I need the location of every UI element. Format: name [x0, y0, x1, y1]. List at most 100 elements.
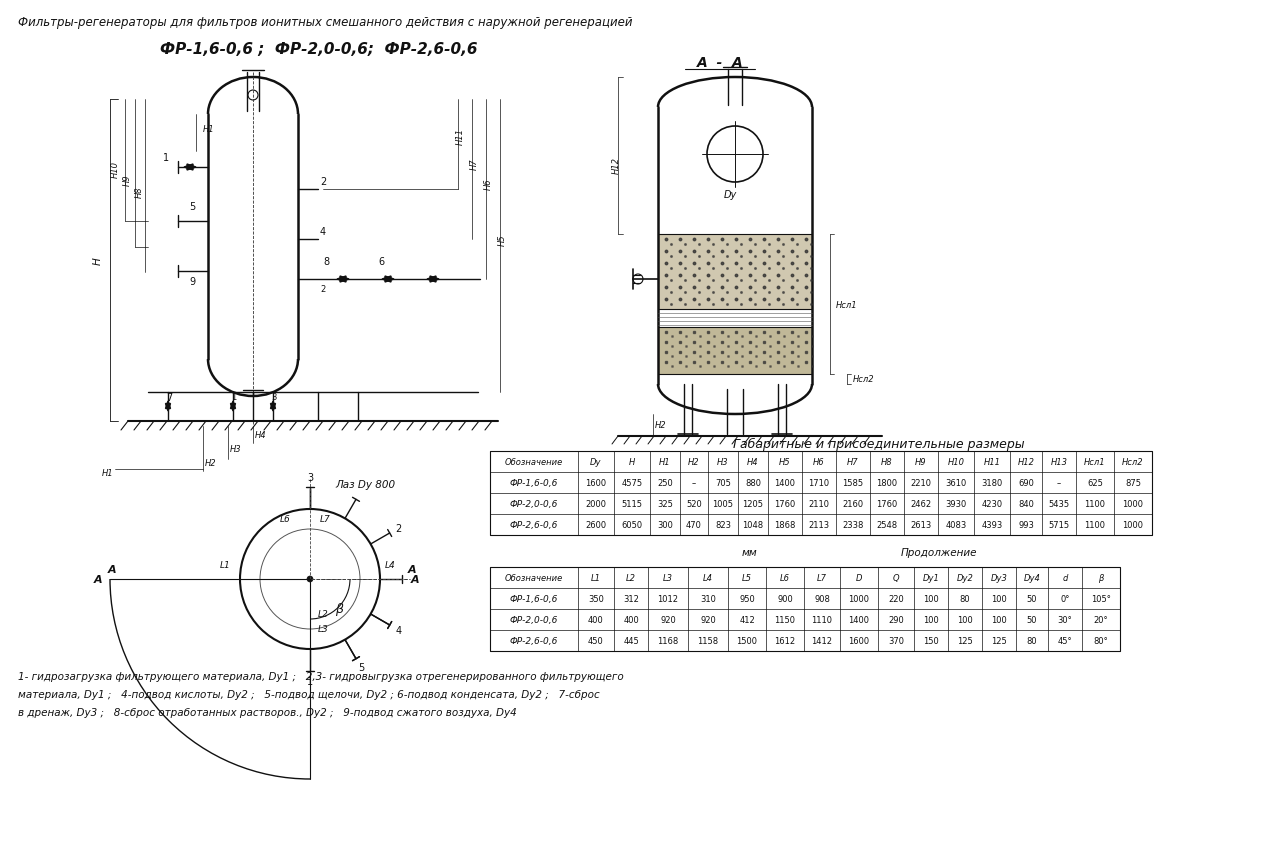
Text: А  -  А: А - А: [697, 56, 743, 70]
Text: 445: 445: [623, 636, 638, 645]
Text: 5715: 5715: [1049, 520, 1070, 530]
Text: 5435: 5435: [1049, 499, 1070, 508]
Polygon shape: [166, 404, 171, 411]
Text: 5: 5: [189, 202, 195, 212]
Text: 80: 80: [1027, 636, 1037, 645]
Text: 1168: 1168: [657, 636, 679, 645]
Text: L6: L6: [280, 515, 290, 524]
Text: H7: H7: [847, 457, 859, 467]
Text: L7: L7: [320, 515, 331, 524]
Text: Dy1: Dy1: [922, 573, 939, 583]
Text: 30°: 30°: [1057, 615, 1073, 624]
Text: 1600: 1600: [848, 636, 870, 645]
Text: 2338: 2338: [842, 520, 864, 530]
Text: H1: H1: [203, 125, 214, 134]
Text: 8: 8: [324, 257, 329, 267]
Text: L1: L1: [220, 560, 231, 569]
Text: 6: 6: [378, 257, 385, 267]
Text: 1005: 1005: [712, 499, 734, 508]
Text: 150: 150: [924, 636, 939, 645]
Text: H4: H4: [747, 457, 759, 467]
Text: 2110: 2110: [809, 499, 829, 508]
Text: L7: L7: [817, 573, 827, 583]
Text: Обозначение: Обозначение: [505, 573, 563, 583]
Text: 875: 875: [1125, 479, 1142, 487]
Text: L4: L4: [703, 573, 713, 583]
Circle shape: [307, 577, 313, 583]
Text: 50: 50: [1027, 595, 1037, 603]
Text: 9: 9: [189, 276, 195, 287]
Text: 125: 125: [957, 636, 973, 645]
Text: 690: 690: [1018, 479, 1034, 487]
Text: 4: 4: [395, 625, 401, 635]
Text: Dy4: Dy4: [1023, 573, 1041, 583]
Text: H13: H13: [1051, 457, 1068, 467]
Text: 1400: 1400: [848, 615, 869, 624]
Polygon shape: [231, 404, 236, 411]
Polygon shape: [183, 165, 192, 171]
Text: 350: 350: [589, 595, 604, 603]
Text: Hсл1: Hсл1: [836, 300, 857, 309]
Text: 470: 470: [687, 520, 702, 530]
Text: ФР-2,6-0,6: ФР-2,6-0,6: [510, 636, 558, 645]
Text: 310: 310: [699, 595, 716, 603]
Polygon shape: [338, 276, 347, 282]
Text: Фильтры-регенераторы для фильтров ионитных смешанного действия с наружной регене: Фильтры-регенераторы для фильтров ионитн…: [18, 16, 632, 29]
Text: материала, Dy1 ;   4-подвод кислоты, Dy2 ;   5-подвод щелочи, Dy2 ; 6-подвод кон: материала, Dy1 ; 4-подвод кислоты, Dy2 ;…: [18, 689, 600, 699]
Text: 1412: 1412: [812, 636, 832, 645]
Text: H9: H9: [122, 174, 131, 185]
Text: Hсл1: Hсл1: [1084, 457, 1106, 467]
Text: 400: 400: [589, 615, 604, 624]
Text: 290: 290: [888, 615, 903, 624]
Text: 100: 100: [957, 615, 973, 624]
Text: 300: 300: [657, 520, 673, 530]
Text: 1: 1: [307, 676, 313, 686]
Text: L3: L3: [662, 573, 673, 583]
Polygon shape: [427, 276, 436, 282]
Polygon shape: [270, 404, 275, 411]
Text: 1100: 1100: [1084, 520, 1106, 530]
Text: Dy3: Dy3: [991, 573, 1008, 583]
Text: 1: 1: [231, 393, 236, 402]
Text: 1158: 1158: [697, 636, 719, 645]
Text: 1048: 1048: [743, 520, 763, 530]
Text: 1868: 1868: [775, 520, 796, 530]
Text: 1800: 1800: [877, 479, 898, 487]
Text: H5: H5: [780, 457, 791, 467]
Text: H6: H6: [813, 457, 824, 467]
Text: Dy: Dy: [590, 457, 601, 467]
Text: A: A: [410, 574, 419, 584]
Text: 1205: 1205: [743, 499, 763, 508]
Text: 80: 80: [959, 595, 971, 603]
Text: H: H: [629, 457, 636, 467]
Text: 4393: 4393: [981, 520, 1003, 530]
Text: 920: 920: [660, 615, 676, 624]
Text: 950: 950: [739, 595, 755, 603]
Text: 412: 412: [739, 615, 755, 624]
Text: 4575: 4575: [622, 479, 642, 487]
Text: 4083: 4083: [945, 520, 967, 530]
Text: 100: 100: [991, 615, 1006, 624]
Text: β: β: [1098, 573, 1103, 583]
Text: 7: 7: [166, 392, 172, 403]
Text: 2: 2: [395, 524, 401, 533]
Text: 4230: 4230: [981, 499, 1003, 508]
Text: H12: H12: [1018, 457, 1034, 467]
Text: 823: 823: [715, 520, 731, 530]
Text: 1- гидрозагрузка фильтрующего материала, Dy1 ;   2,3- гидровыгрузка отрегенериро: 1- гидрозагрузка фильтрующего материала,…: [18, 671, 624, 682]
Text: 400: 400: [623, 615, 638, 624]
Text: L6: L6: [780, 573, 790, 583]
Text: H11: H11: [456, 128, 465, 145]
Text: Dy: Dy: [724, 189, 736, 200]
Text: 2210: 2210: [911, 479, 931, 487]
Text: H10: H10: [948, 457, 964, 467]
Text: Лаз Dy 800: Лаз Dy 800: [335, 479, 395, 490]
Text: Hсл2: Hсл2: [1122, 457, 1144, 467]
Text: 1110: 1110: [812, 615, 832, 624]
Text: H: H: [93, 257, 103, 264]
Text: 105°: 105°: [1091, 595, 1111, 603]
Text: 220: 220: [888, 595, 903, 603]
Text: 1600: 1600: [586, 479, 606, 487]
Text: 100: 100: [924, 615, 939, 624]
Text: D: D: [856, 573, 862, 583]
